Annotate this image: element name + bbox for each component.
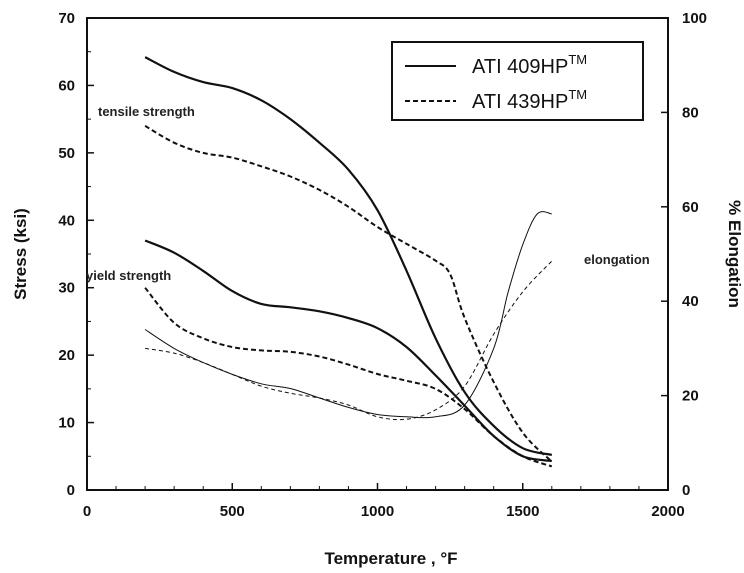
minor-ticks [87,51,640,490]
x-tick-label: 500 [220,503,245,520]
y2-tick-label: 20 [682,388,699,405]
x-tick-label: 0 [83,503,91,520]
x-axis-title: Temperature , °F [324,549,457,568]
x-tick-label: 1500 [506,503,539,520]
y2-tick-label: 60 [682,199,699,216]
y2-tick-label: 80 [682,104,699,121]
left-axis-ticks: 0 10 20 30 40 50 60 70 [58,10,94,499]
right-axis-ticks: 0 20 40 60 80 100 [661,10,707,499]
legend: ATI 409HPTM ATI 439HPTM [391,41,644,121]
series-line-yield-439hp [144,287,553,468]
legend-label-409hp: ATI 409HPTM [472,52,587,78]
y-tick-label: 20 [58,347,75,364]
series-line-tensile-439hp [144,125,553,463]
y-tick-label: 70 [58,10,75,27]
legend-label-439hp: ATI 439HPTM [472,87,587,113]
y-tick-label: 30 [58,280,75,297]
bottom-axis-ticks: 0 500 1000 1500 2000 [83,483,685,520]
x-tick-label: 2000 [651,503,684,520]
y2-tick-label: 100 [682,10,707,27]
legend-box [391,41,644,121]
annotation-tensile-strength: tensile strength [98,104,195,119]
series-line-tensile-409hp [144,56,553,456]
y-tick-label: 10 [58,415,75,432]
y2-tick-label: 0 [682,482,690,499]
x-tick-label: 1000 [361,503,394,520]
annotation-yield-strength: yield strength [86,268,171,283]
y2-axis-title: % Elongation [725,200,744,308]
y-axis-title: Stress (ksi) [11,208,30,300]
y2-tick-label: 40 [682,293,699,310]
series-line-elongation-439hp [145,260,553,421]
y-tick-label: 40 [58,212,75,229]
y-tick-label: 50 [58,145,75,162]
series-layer [144,56,553,468]
series-line-elongation-409hp [144,211,552,419]
y-tick-label: 0 [67,482,75,499]
annotation-elongation: elongation [584,252,650,267]
y-tick-label: 60 [58,77,75,94]
